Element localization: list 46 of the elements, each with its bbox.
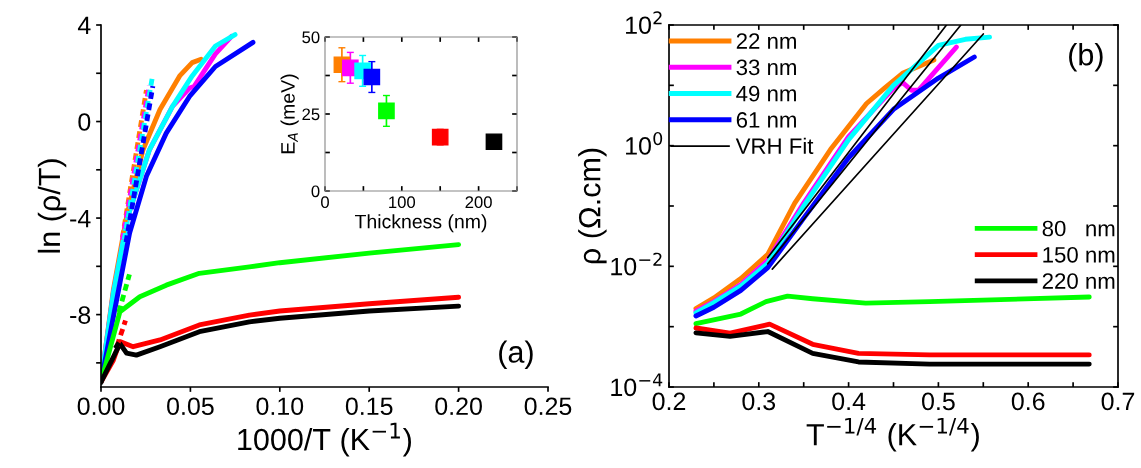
line-series xyxy=(693,293,1092,327)
x-tick-label: 0.00 xyxy=(77,397,125,416)
y-tick-label: 10$^{−2}$ xyxy=(611,252,662,276)
y-tick-label: -4 xyxy=(70,209,91,228)
x-axis-title: T$^{−1/4}$ (K$^{−1/4}$) xyxy=(806,417,979,452)
y-axis-title: ρ (Ω.cm) xyxy=(578,148,607,264)
legend-label: 33 nm xyxy=(736,59,796,76)
y-axis-title: ln (ρ/T) xyxy=(37,159,67,253)
annotation: (a) xyxy=(499,340,533,369)
y-tick-label: 0 xyxy=(78,113,91,131)
x-axis-title: 1000/T (K$^{−1}$) xyxy=(238,422,411,457)
y-tick-label: 10$^{2}$ xyxy=(626,11,662,35)
x-tick-label: 0.4 xyxy=(832,392,866,411)
line-series xyxy=(693,329,1092,367)
annotation: (b) xyxy=(1069,43,1103,72)
x-axis-title: Thickness (nm) xyxy=(355,214,487,233)
x-tick-label: 0.25 xyxy=(524,397,572,416)
x-tick-label: 0.6 xyxy=(1011,392,1045,411)
x-tick-label: 0.7 xyxy=(1101,392,1135,411)
y-tick-label: 25 xyxy=(302,108,320,121)
legend-label: 49 nm xyxy=(736,85,796,102)
x-tick-label: 0.5 xyxy=(922,392,955,411)
line-series xyxy=(693,321,1092,358)
point xyxy=(363,68,381,86)
point xyxy=(378,102,395,120)
x-tick-label: 200 xyxy=(465,196,492,209)
x-tick-label: 0.10 xyxy=(256,397,304,416)
legend-label: 22 nm xyxy=(736,33,796,49)
legend-label: VRH Fit xyxy=(735,137,814,155)
x-tick-label: 0.15 xyxy=(345,397,393,416)
y-tick-label: 50 xyxy=(302,31,320,44)
legend-label: 150 nm xyxy=(1043,246,1115,263)
y-tick-label: 10$^{0}$ xyxy=(626,131,663,155)
y-axis-title: E$_{A}$ (meV) xyxy=(280,74,299,154)
x-tick-label: 100 xyxy=(389,196,416,209)
y-tick-label: 0 xyxy=(311,185,320,198)
x-tick-label: 0 xyxy=(321,196,329,209)
legend-label: 61 nm xyxy=(736,112,796,128)
x-tick-label: 0.05 xyxy=(167,397,214,416)
legend-label: 80 nm xyxy=(1042,220,1115,237)
y-tick-label: -8 xyxy=(70,306,91,324)
y-tick-label: 4 xyxy=(77,16,91,35)
point xyxy=(485,133,503,151)
x-tick-label: 0.20 xyxy=(435,397,482,416)
legend-label: 220 nm xyxy=(1042,273,1115,289)
x-tick-label: 0.3 xyxy=(742,392,776,411)
